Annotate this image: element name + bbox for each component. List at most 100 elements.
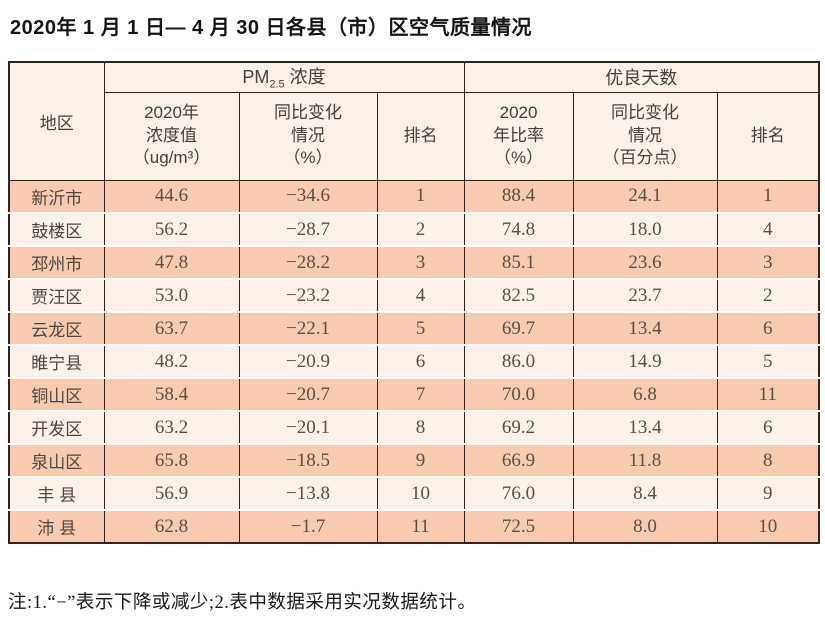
value-cell: 14.9 xyxy=(572,344,718,378)
table-row: 泉山区 65.8 −18.5 9 66.9 11.8 8 xyxy=(8,443,820,477)
region-cell: 沛 县 xyxy=(8,509,105,543)
value-cell: 5 xyxy=(716,344,820,378)
col-header-pm25-value: 2020年 浓度值 （ug/m³） xyxy=(103,91,240,181)
value-cell: 10 xyxy=(716,509,820,543)
value-cell: 70.0 xyxy=(463,377,574,411)
value-cell: −20.7 xyxy=(238,377,378,411)
value-cell: 53.0 xyxy=(103,278,240,312)
value-cell: 4 xyxy=(376,278,465,312)
footnote: 注:1.“−”表示下降或减少;2.表中数据采用实况数据统计。 xyxy=(8,593,477,613)
region-cell: 鼓楼区 xyxy=(8,212,105,246)
value-cell: 8 xyxy=(376,410,465,444)
value-cell: 48.2 xyxy=(103,344,240,378)
region-cell: 铜山区 xyxy=(8,377,105,411)
value-cell: 44.6 xyxy=(103,180,240,213)
region-cell: 新沂市 xyxy=(8,180,105,213)
pm25-label-prefix: PM xyxy=(242,67,270,88)
col-header-gooddays-rank: 排名 xyxy=(716,91,820,181)
value-cell: 74.8 xyxy=(463,212,574,246)
value-cell: 8.4 xyxy=(572,476,718,510)
value-cell: 6.8 xyxy=(572,377,718,411)
value-cell: −20.1 xyxy=(238,410,378,444)
page-title: 2020年 1 月 1 日— 4 月 30 日各县（市）区空气质量情况 xyxy=(10,17,533,39)
table-row: 丰 县 56.9 −13.8 10 76.0 8.4 9 xyxy=(8,476,820,510)
value-cell: 86.0 xyxy=(463,344,574,378)
value-cell: 3 xyxy=(376,245,465,279)
value-cell: 9 xyxy=(716,476,820,510)
value-cell: 85.1 xyxy=(463,245,574,279)
pm25-label-suffix: 浓度 xyxy=(284,67,326,88)
value-cell: 24.1 xyxy=(572,180,718,213)
table-row: 鼓楼区 56.2 −28.7 2 74.8 18.0 4 xyxy=(8,212,820,246)
value-cell: 13.4 xyxy=(572,410,718,444)
value-cell: 63.2 xyxy=(103,410,240,444)
value-cell: 82.5 xyxy=(463,278,574,312)
value-cell: 69.7 xyxy=(463,311,574,345)
value-cell: 2 xyxy=(716,278,820,312)
value-cell: 63.7 xyxy=(103,311,240,345)
value-cell: −22.1 xyxy=(238,311,378,345)
value-cell: 69.2 xyxy=(463,410,574,444)
value-cell: 88.4 xyxy=(463,180,574,213)
region-cell: 丰 县 xyxy=(8,476,105,510)
value-cell: 3 xyxy=(716,245,820,279)
header-sub-row: 2020年 浓度值 （ug/m³） 同比变化 情况 （%） 排名 2020 年比… xyxy=(9,91,820,181)
value-cell: 13.4 xyxy=(572,311,718,345)
value-cell: 4 xyxy=(716,212,820,246)
region-cell: 泉山区 xyxy=(8,443,105,477)
table-row: 新沂市 44.6 −34.6 1 88.4 24.1 1 xyxy=(8,180,820,213)
region-cell: 邳州市 xyxy=(8,245,105,279)
col-header-pm25-rank: 排名 xyxy=(376,91,465,181)
table-row: 邳州市 47.8 −28.2 3 85.1 23.6 3 xyxy=(8,245,820,279)
region-cell: 睢宁县 xyxy=(8,344,105,378)
value-cell: 72.5 xyxy=(463,509,574,543)
value-cell: 11 xyxy=(376,509,465,543)
value-cell: 56.9 xyxy=(103,476,240,510)
table-row: 睢宁县 48.2 −20.9 6 86.0 14.9 5 xyxy=(8,344,820,378)
region-cell: 贾汪区 xyxy=(8,278,105,312)
value-cell: 8.0 xyxy=(572,509,718,543)
value-cell: 62.8 xyxy=(103,509,240,543)
value-cell: −1.7 xyxy=(238,509,378,543)
value-cell: 2 xyxy=(376,212,465,246)
value-cell: 9 xyxy=(376,443,465,477)
col-header-gooddays-rate: 2020 年比率 （%） xyxy=(463,91,574,181)
value-cell: 1 xyxy=(376,180,465,213)
value-cell: 58.4 xyxy=(103,377,240,411)
air-quality-table: 地区 PM2.5 浓度 优良天数 2020年 浓度值 （ug/m³） 同比变化 … xyxy=(8,61,821,544)
good-days-group-header: 优良天数 xyxy=(463,62,820,92)
value-cell: −34.6 xyxy=(238,180,378,213)
value-cell: 11.8 xyxy=(572,443,718,477)
pm25-group-header: PM2.5 浓度 xyxy=(103,62,465,92)
value-cell: 7 xyxy=(376,377,465,411)
col-header-pm25-change: 同比变化 情况 （%） xyxy=(238,91,378,181)
value-cell: 66.9 xyxy=(463,443,574,477)
col-header-gooddays-change: 同比变化 情况 （百分点） xyxy=(572,91,718,181)
value-cell: 10 xyxy=(376,476,465,510)
value-cell: −18.5 xyxy=(238,443,378,477)
value-cell: 5 xyxy=(376,311,465,345)
value-cell: 1 xyxy=(716,180,820,213)
value-cell: −23.2 xyxy=(238,278,378,312)
table-row: 铜山区 58.4 −20.7 7 70.0 6.8 11 xyxy=(8,377,820,411)
table-header: 地区 PM2.5 浓度 优良天数 2020年 浓度值 （ug/m³） 同比变化 … xyxy=(8,62,820,181)
table-body: 新沂市 44.6 −34.6 1 88.4 24.1 1 鼓楼区 56.2 −28.7 2 74.8 1… xyxy=(8,180,820,543)
value-cell: 6 xyxy=(376,344,465,378)
value-cell: 47.8 xyxy=(103,245,240,279)
table-row: 开发区 63.2 −20.1 8 69.2 13.4 6 xyxy=(8,410,820,444)
region-cell: 开发区 xyxy=(8,410,105,444)
value-cell: −28.2 xyxy=(238,245,378,279)
pm25-label-subscript: 2.5 xyxy=(269,79,285,92)
region-cell: 云龙区 xyxy=(8,311,105,345)
table-row: 云龙区 63.7 −22.1 5 69.7 13.4 6 xyxy=(8,311,820,345)
value-cell: 6 xyxy=(716,410,820,444)
value-cell: 23.6 xyxy=(572,245,718,279)
value-cell: 18.0 xyxy=(572,212,718,246)
value-cell: 56.2 xyxy=(103,212,240,246)
table-row: 沛 县 62.8 −1.7 11 72.5 8.0 10 xyxy=(8,509,820,543)
value-cell: −13.8 xyxy=(238,476,378,510)
value-cell: 6 xyxy=(716,311,820,345)
value-cell: 11 xyxy=(716,377,820,411)
table-row: 贾汪区 53.0 −23.2 4 82.5 23.7 2 xyxy=(8,278,820,312)
value-cell: 76.0 xyxy=(463,476,574,510)
